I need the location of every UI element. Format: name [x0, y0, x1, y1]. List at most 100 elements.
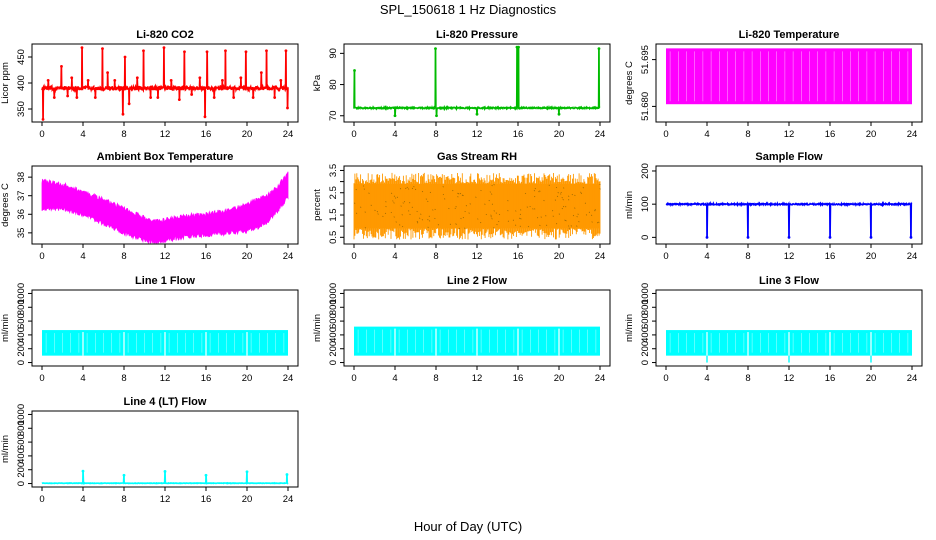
data-point	[787, 235, 791, 239]
data-point	[393, 114, 397, 118]
x-tick-label: 16	[513, 251, 524, 262]
x-tick-label: 20	[866, 129, 877, 140]
y-tick-label: 200	[328, 341, 339, 357]
x-tick-label: 24	[907, 251, 918, 262]
data-point	[190, 93, 194, 96]
data-point	[705, 235, 709, 239]
x-tick-label: 0	[663, 373, 668, 384]
x-tick-label: 16	[513, 373, 524, 384]
y-tick-label: 80	[328, 79, 339, 90]
y-tick-label: 200	[640, 341, 651, 357]
data-point	[597, 47, 601, 51]
y-tick-label: 1000	[640, 283, 651, 304]
y-tick-label: 0	[640, 360, 651, 365]
chart-panel-9: Line 3 Flow ml/min 0 4 8 12 16 20 24 0 20040060080…	[624, 275, 923, 384]
y-tick-label: 450	[16, 49, 27, 65]
y-tick-label: 0	[16, 481, 27, 486]
x-tick-label: 20	[242, 494, 253, 505]
chart-panel-1: Li-820 CO2 Licor ppm 0 4 8 12 16 20 24 350 400 450	[0, 29, 299, 140]
x-tick-label: 12	[472, 373, 483, 384]
x-tick-label: 0	[39, 494, 44, 505]
chart-panel-3: Li-820 Temperature degrees C 0 4 8 12 16 20 24 51…	[624, 29, 923, 140]
x-tick-label: 12	[472, 129, 483, 140]
y-axis-label: Licor ppm	[0, 62, 11, 104]
y-tick-label: 90	[328, 48, 339, 59]
data-point	[46, 79, 50, 82]
y-tick-label: 35	[16, 228, 27, 239]
chart-panel-6: Sample Flow ml/min 0 4 8 12 16 20 24 0 100 200	[624, 151, 923, 262]
x-tick-label: 4	[704, 129, 709, 140]
x-tick-label: 24	[283, 494, 294, 505]
data-point	[746, 235, 750, 239]
x-tick-label: 0	[351, 251, 356, 262]
x-tick-label: 16	[201, 129, 212, 140]
y-tick-label: 70	[328, 110, 339, 121]
x-tick-label: 16	[201, 373, 212, 384]
data-point	[183, 50, 186, 54]
x-tick-label: 8	[745, 251, 750, 262]
data-point	[106, 71, 109, 74]
panel-title: Line 3 Flow	[759, 275, 819, 287]
x-tick-label: 24	[283, 251, 294, 262]
x-tick-label: 16	[201, 494, 212, 505]
y-tick-label: 1000	[328, 283, 339, 304]
x-tick-label: 4	[704, 373, 709, 384]
panel-title: Li-820 CO2	[136, 29, 193, 41]
x-tick-label: 16	[825, 251, 836, 262]
figure-title: SPL_150618 1 Hz Diagnostics	[380, 2, 557, 17]
panel-title: Ambient Box Temperature	[97, 151, 234, 163]
data-point	[279, 79, 283, 82]
panel-title: Sample Flow	[755, 151, 823, 163]
x-tick-label: 4	[704, 251, 709, 262]
x-tick-label: 20	[242, 129, 253, 140]
data-point	[177, 98, 181, 102]
x-tick-label: 24	[283, 373, 294, 384]
y-tick-label: 2.5	[328, 186, 339, 199]
y-tick-label: 400	[16, 327, 27, 343]
panel-title: Line 1 Flow	[135, 275, 195, 287]
data-point	[52, 96, 56, 99]
y-axis-label: ml/min	[624, 314, 635, 342]
data-point	[70, 76, 74, 80]
data-point	[273, 96, 277, 99]
data-point	[80, 46, 84, 50]
data-point	[517, 45, 520, 49]
panel-title: Line 4 (LT) Flow	[124, 396, 207, 408]
data-series-line	[353, 47, 601, 116]
data-point	[142, 49, 145, 53]
y-tick-label: 0	[328, 360, 339, 365]
data-point	[169, 79, 173, 82]
data-point	[828, 235, 832, 239]
data-point	[162, 46, 166, 50]
x-tick-label: 20	[866, 373, 877, 384]
data-point	[86, 79, 90, 82]
data-point	[205, 50, 209, 54]
data-point	[163, 470, 167, 473]
data-point	[265, 49, 268, 53]
y-tick-label: 51.695	[640, 45, 651, 74]
x-tick-label: 20	[242, 251, 253, 262]
data-point	[60, 64, 63, 68]
x-tick-label: 0	[351, 129, 356, 140]
y-tick-label: 1000	[16, 404, 27, 425]
data-point	[101, 47, 104, 51]
x-tick-label: 4	[80, 373, 85, 384]
x-tick-label: 4	[80, 251, 85, 262]
x-tick-label: 4	[392, 373, 397, 384]
x-tick-label: 24	[595, 251, 606, 262]
y-tick-label: 800	[16, 420, 27, 436]
data-point	[244, 50, 248, 54]
chart-panel-8: Line 2 Flow ml/min 0 4 8 12 16 20 24 0 20040060080…	[312, 275, 611, 384]
x-tick-label: 12	[160, 129, 171, 140]
data-point	[239, 76, 243, 80]
data-point	[123, 55, 127, 59]
x-tick-label: 4	[392, 129, 397, 140]
data-point	[259, 71, 263, 74]
x-tick-label: 4	[392, 251, 397, 262]
chart-panel-2: Li-820 Pressure kPa 0 4 8 12 16 20 24 70 80 90	[312, 29, 611, 140]
y-tick-label: 0.5	[328, 231, 339, 244]
y-axis-label: ml/min	[0, 314, 11, 342]
x-tick-label: 4	[80, 494, 85, 505]
